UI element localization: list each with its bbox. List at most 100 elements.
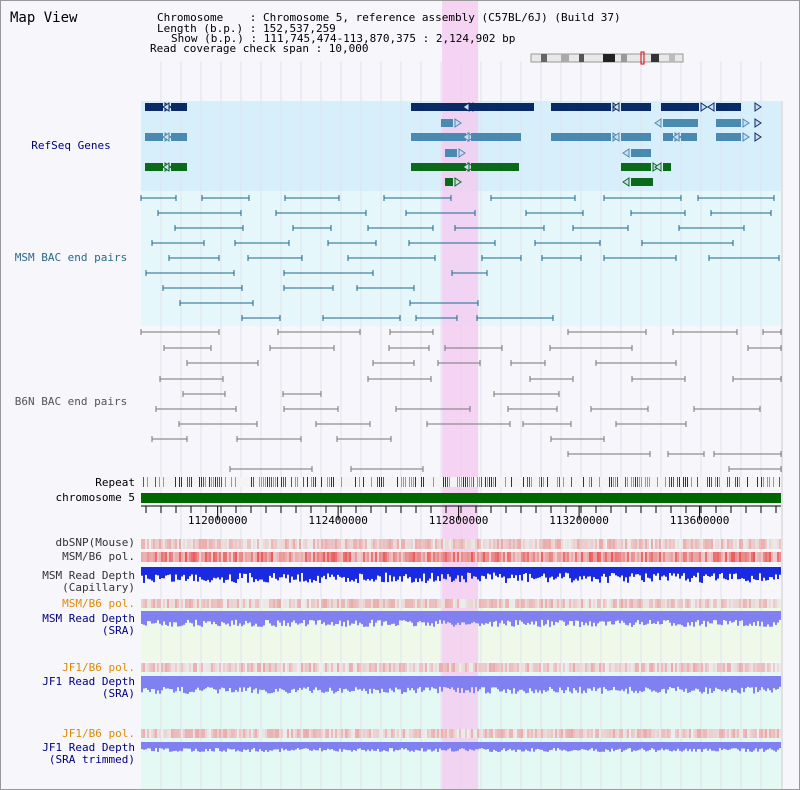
jf1-b6-pol-trimmed-heat-cell <box>523 729 525 738</box>
msm-b6-pol-heat-cell <box>363 552 365 562</box>
msm-b6-pol-heat-cell <box>755 552 757 562</box>
repeat-mark <box>187 477 188 487</box>
jf1-depth-sra-bar <box>563 676 565 694</box>
jf1-depth-trimmed-bar <box>215 742 217 749</box>
msm-depth-capillary-bar <box>197 567 199 582</box>
msm-depth-sra-bar <box>469 611 471 625</box>
jf1-b6-pol-heat-cell <box>681 663 683 672</box>
jf1-b6-pol-heat-cell <box>767 663 769 672</box>
jf1-depth-sra-bar <box>347 676 349 691</box>
jf1-b6-pol-trimmed-heat-cell <box>201 729 203 738</box>
msm-depth-sra-bar <box>333 611 335 626</box>
jf1-depth-trimmed-bar <box>721 742 723 751</box>
msm-depth-sra-bar <box>653 611 655 624</box>
jf1-b6-pol-heat-cell <box>741 663 743 672</box>
jf1-depth-sra-bar <box>565 676 567 691</box>
jf1-b6-pol-heat-cell <box>471 663 473 672</box>
track-label-msm-read-depth-capillary: MSM Read Depth (Capillary) <box>42 569 135 594</box>
jf1-b6-pol-trimmed-heat-cell <box>235 729 237 738</box>
msm-depth-capillary-bar <box>767 567 769 581</box>
msm-depth-capillary-bar <box>727 567 729 581</box>
jf1-depth-trimmed-bar <box>535 742 537 750</box>
jf1-depth-sra-bar <box>431 676 433 688</box>
msm-b6-pol-sra-heat-cell <box>465 599 467 608</box>
jf1-b6-pol-trimmed-heat-cell <box>197 729 199 738</box>
strand-arrow <box>612 132 620 142</box>
repeat-mark <box>691 477 692 487</box>
msm-depth-sra-bar <box>635 611 637 623</box>
jf1-b6-pol-heat-cell <box>187 663 189 672</box>
msm-depth-sra-bar <box>779 611 781 620</box>
dbsnp-heat-cell <box>571 539 573 549</box>
jf1-b6-pol-trimmed-heat-cell <box>449 729 451 738</box>
jf1-depth-sra-bar <box>439 676 441 687</box>
jf1-depth-trimmed-bar <box>251 742 253 750</box>
msm-b6-pol-sra-heat-cell <box>757 599 759 608</box>
jf1-b6-pol-heat-cell <box>513 663 515 672</box>
msm-b6-pol-sra-heat-cell <box>705 599 707 608</box>
msm-depth-sra-bar <box>241 611 243 627</box>
msm-depth-capillary-bar <box>511 567 513 575</box>
msm-b6-pol-heat-cell <box>643 552 645 562</box>
jf1-depth-trimmed-bar <box>719 742 721 749</box>
msm-depth-capillary-bar <box>341 567 343 578</box>
jf1-b6-pol-heat-cell <box>527 663 529 672</box>
msm-depth-sra-bar <box>659 611 661 625</box>
jf1-depth-trimmed-bar <box>597 742 599 752</box>
msm-depth-capillary-bar <box>161 567 163 579</box>
jf1-depth-sra-bar <box>373 676 375 689</box>
jf1-b6-pol-trimmed-heat-cell <box>719 729 721 738</box>
view-title: Map View <box>10 10 78 26</box>
msm-depth-sra-bar <box>723 611 725 621</box>
jf1-depth-trimmed-bar <box>263 742 265 752</box>
dbsnp-heat-cell <box>733 539 735 549</box>
msm-depth-sra-bar <box>667 611 669 621</box>
jf1-b6-pol-heat-cell <box>389 663 391 672</box>
dbsnp-heat-cell <box>551 539 553 549</box>
msm-depth-sra-bar <box>575 611 577 621</box>
jf1-depth-trimmed-bar <box>405 742 407 749</box>
jf1-b6-pol-heat-cell <box>597 663 599 672</box>
msm-depth-capillary-bar <box>145 567 147 575</box>
jf1-depth-trimmed-bar <box>275 742 277 750</box>
msm-b6-pol-heat-cell <box>471 552 473 562</box>
msm-depth-capillary-bar <box>763 567 765 578</box>
jf1-depth-trimmed-bar <box>211 742 213 752</box>
msm-depth-sra-bar <box>271 611 273 626</box>
jf1-depth-sra-bar <box>257 676 259 694</box>
msm-depth-capillary-bar <box>307 567 309 583</box>
jf1-depth-trimmed-bar <box>473 742 475 751</box>
msm-b6-pol-heat-cell <box>751 552 753 562</box>
jf1-b6-pol-heat-cell <box>399 663 401 672</box>
msm-depth-sra-bar <box>665 611 667 621</box>
dbsnp-heat-cell <box>337 539 339 549</box>
jf1-depth-sra-bar <box>477 676 479 692</box>
repeat-mark <box>327 477 328 487</box>
jf1-b6-pol-heat-cell <box>387 663 389 672</box>
msm-depth-capillary-bar <box>417 567 419 583</box>
msm-depth-sra-bar <box>509 611 511 622</box>
jf1-depth-sra-bar <box>717 676 719 689</box>
msm-b6-pol-sra-heat-cell <box>703 599 705 608</box>
msm-depth-sra-bar <box>347 611 349 621</box>
msm-depth-capillary-bar <box>373 567 375 582</box>
repeat-mark <box>205 477 206 487</box>
msm-b6-pol-sra-heat-cell <box>247 599 249 608</box>
jf1-b6-pol-heat-cell <box>373 663 375 672</box>
jf1-b6-pol-heat-cell <box>297 663 299 672</box>
msm-depth-capillary-bar <box>281 567 283 578</box>
jf1-depth-trimmed-bar <box>187 742 189 749</box>
msm-depth-sra-bar <box>237 611 239 626</box>
msm-depth-capillary-bar <box>337 567 339 575</box>
refseq-gene-block <box>551 133 611 141</box>
dbsnp-heat-cell <box>211 539 213 549</box>
jf1-b6-pol-heat-cell <box>759 663 761 672</box>
jf1-b6-pol-heat-cell <box>173 663 175 672</box>
dbsnp-heat-cell <box>445 539 447 549</box>
msm-depth-sra-bar <box>167 611 169 626</box>
jf1-b6-pol-trimmed-heat-cell <box>529 729 531 738</box>
msm-b6-pol-heat-cell <box>275 552 277 562</box>
msm-b6-pol-heat-cell <box>779 552 781 562</box>
dbsnp-heat-cell <box>253 539 255 549</box>
